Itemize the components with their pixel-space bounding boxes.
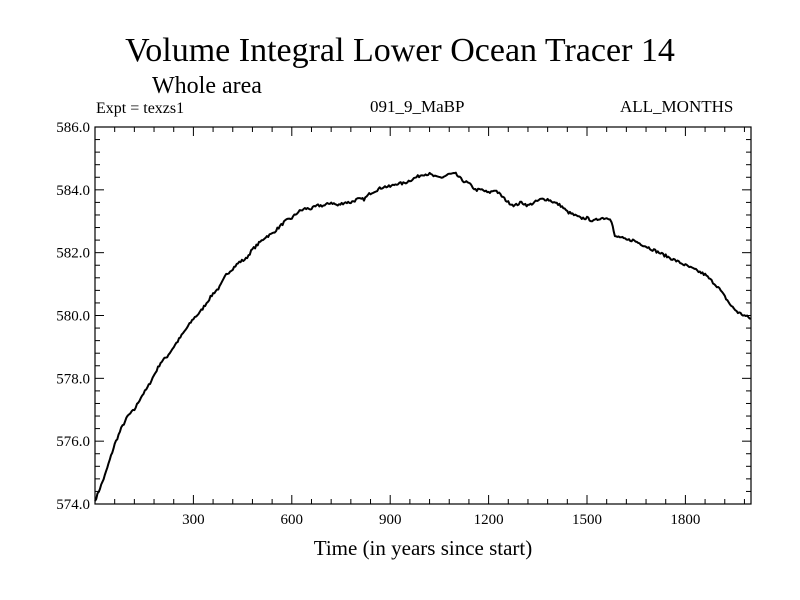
- x-axis-label: Time (in years since start): [313, 536, 533, 560]
- chart-subtitle: Whole area: [152, 73, 262, 99]
- plot-frame: [94, 126, 752, 505]
- y-tick-label: 580.0: [56, 309, 90, 325]
- y-tick-label: 584.0: [56, 183, 90, 199]
- series-line: [94, 171, 752, 502]
- experiment-label: Expt = texzs1: [96, 100, 185, 117]
- chart-title: Volume Integral Lower Ocean Tracer 14: [125, 32, 675, 69]
- months-label: ALL_MONTHS: [620, 97, 734, 116]
- y-tick-label: 574.0: [56, 497, 90, 513]
- x-tick-label: 900: [379, 512, 402, 528]
- tick-labels: 574.0 576.0 578.0 580.0 582.0 584.0 586.0 300 60…: [56, 120, 700, 528]
- axis-ticks: [95, 126, 751, 505]
- x-tick-label: 1800: [670, 512, 700, 528]
- period-label: 091_9_MaBP: [370, 97, 465, 116]
- y-tick-label: 586.0: [56, 120, 90, 136]
- x-tick-label: 600: [281, 512, 304, 528]
- x-tick-label: 1500: [572, 512, 602, 528]
- x-tick-label: 1200: [474, 512, 504, 528]
- y-tick-label: 576.0: [56, 434, 90, 450]
- y-tick-label: 578.0: [56, 371, 90, 387]
- x-tick-label: 300: [182, 512, 205, 528]
- y-tick-label: 582.0: [56, 246, 90, 262]
